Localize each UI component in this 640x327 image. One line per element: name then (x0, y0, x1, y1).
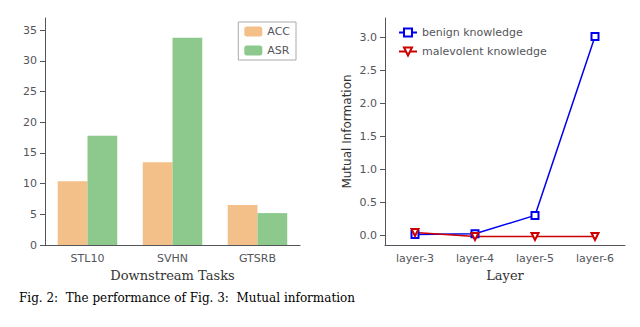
svg-text:5: 5 (30, 208, 37, 221)
svg-text:GTSRB: GTSRB (239, 252, 276, 265)
svg-text:35: 35 (23, 24, 37, 37)
svg-text:malevolent knowledge: malevolent knowledge (422, 45, 547, 58)
svg-text:ACC: ACC (267, 25, 290, 38)
svg-text:1.0: 1.0 (360, 163, 378, 176)
svg-text:Mutual Information: Mutual Information (340, 74, 354, 188)
svg-text:Layer: Layer (486, 268, 524, 283)
svg-text:2.0: 2.0 (360, 97, 378, 110)
svg-text:3.0: 3.0 (360, 31, 378, 44)
svg-text:10: 10 (23, 177, 37, 190)
svg-text:2.5: 2.5 (360, 64, 378, 77)
svg-text:layer-4: layer-4 (456, 252, 494, 265)
svg-text:1.5: 1.5 (360, 130, 378, 143)
svg-text:Downstream Tasks: Downstream Tasks (110, 268, 234, 283)
svg-text:STL10: STL10 (71, 252, 105, 265)
svg-text:benign knowledge: benign knowledge (422, 26, 523, 39)
svg-text:layer-6: layer-6 (576, 252, 614, 265)
svg-text:25: 25 (23, 85, 37, 98)
svg-text:0.0: 0.0 (360, 229, 378, 242)
svg-text:30: 30 (23, 54, 37, 67)
svg-text:0: 0 (30, 239, 37, 252)
svg-text:15: 15 (23, 146, 37, 159)
svg-text:20: 20 (23, 116, 37, 129)
svg-text:ASR: ASR (267, 44, 290, 57)
svg-text:layer-3: layer-3 (396, 252, 434, 265)
svg-text:SVHN: SVHN (157, 252, 188, 265)
svg-text:layer-5: layer-5 (516, 252, 554, 265)
svg-text:Fig. 2: The performance of Fi: Fig. 2: The performance of Fig. 3: Mutua… (19, 291, 355, 305)
svg-text:0.5: 0.5 (360, 196, 378, 209)
